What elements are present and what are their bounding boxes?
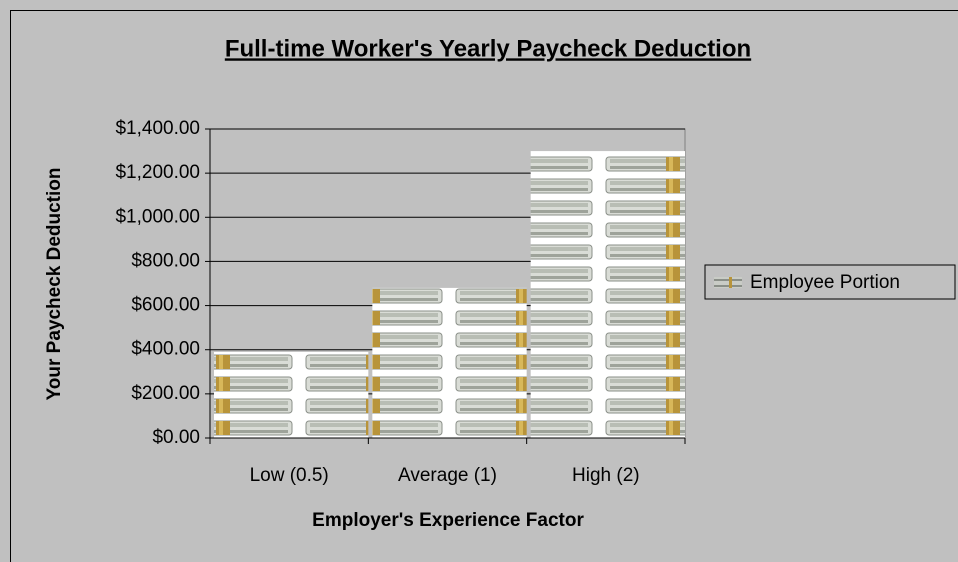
y-tick-label: $800.00 <box>131 250 200 271</box>
bar <box>372 288 526 438</box>
y-tick-label: $1,000.00 <box>115 206 200 227</box>
y-tick-label: $1,400.00 <box>115 118 200 139</box>
y-tick-label: $0.00 <box>152 427 200 448</box>
chart: Full-time Worker's Yearly Paycheck Deduc… <box>0 0 958 562</box>
bar <box>531 151 685 438</box>
bar <box>214 352 368 438</box>
y-tick-label: $400.00 <box>131 339 200 360</box>
x-tick-label: Average (1) <box>398 465 497 486</box>
chart-title: Full-time Worker's Yearly Paycheck Deduc… <box>225 35 751 62</box>
y-axis-title: Your Paycheck Deduction <box>44 168 65 401</box>
y-tick-label: $600.00 <box>131 295 200 316</box>
legend-swatch <box>714 277 742 288</box>
y-tick-label: $1,200.00 <box>115 162 200 183</box>
y-tick-label: $200.00 <box>131 383 200 404</box>
x-tick-label: Low (0.5) <box>250 465 329 486</box>
x-tick-label: High (2) <box>572 465 640 486</box>
x-axis-title: Employer's Experience Factor <box>312 510 584 531</box>
legend-label: Employee Portion <box>750 272 900 293</box>
